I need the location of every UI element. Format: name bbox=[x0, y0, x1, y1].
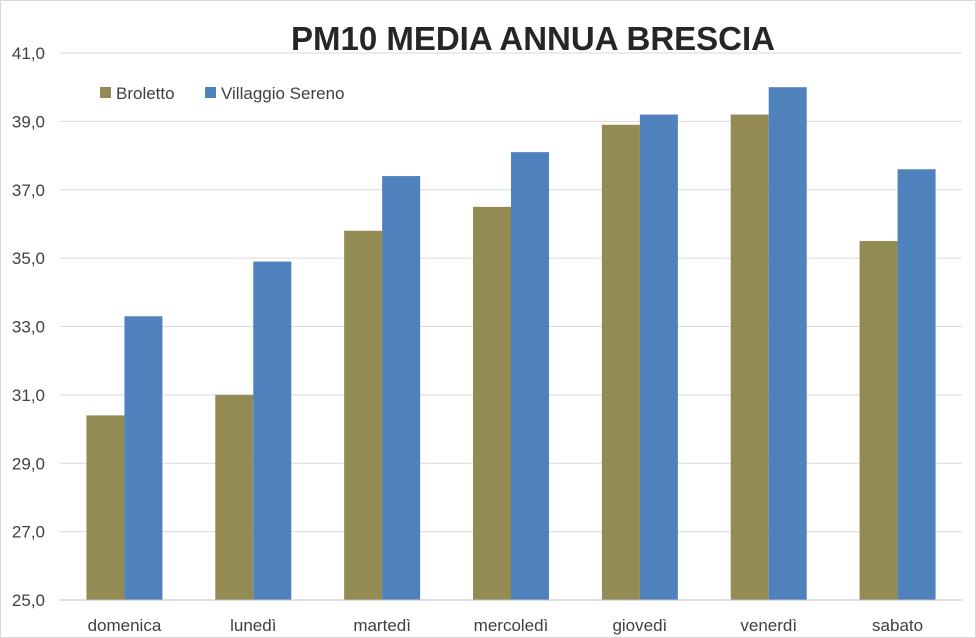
bar-broletto bbox=[601, 124, 640, 600]
x-tick-label: lunedì bbox=[230, 616, 276, 635]
x-tick-label: mercoledì bbox=[474, 616, 549, 635]
bar-broletto bbox=[730, 114, 769, 600]
bar-villaggio-sereno bbox=[253, 261, 292, 600]
y-tick-label: 25,0 bbox=[12, 591, 45, 610]
y-tick-label: 27,0 bbox=[12, 523, 45, 542]
bar-villaggio-sereno bbox=[511, 152, 549, 601]
bar-broletto bbox=[344, 230, 383, 600]
y-tick-label: 29,0 bbox=[12, 454, 45, 473]
y-tick-label: 37,0 bbox=[12, 181, 45, 200]
bar-broletto bbox=[473, 206, 511, 600]
bars bbox=[86, 87, 936, 601]
y-tick-label: 35,0 bbox=[12, 249, 45, 268]
x-tick-label: venerdì bbox=[740, 616, 797, 635]
y-tick-label: 33,0 bbox=[12, 318, 45, 337]
x-tick-label: martedì bbox=[353, 616, 411, 635]
x-tick-label: domenica bbox=[88, 616, 162, 635]
legend-label: Broletto bbox=[116, 84, 175, 103]
legend-swatch bbox=[100, 87, 111, 98]
bar-broletto bbox=[215, 394, 254, 600]
bar-villaggio-sereno bbox=[639, 114, 678, 600]
y-tick-label: 41,0 bbox=[12, 44, 45, 63]
bar-villaggio-sereno bbox=[897, 169, 936, 601]
legend-label: Villaggio Sereno bbox=[221, 84, 345, 103]
legend-swatch bbox=[205, 87, 216, 98]
bar-broletto bbox=[859, 241, 898, 600]
y-axis-tick-labels: 25,0 27,0 29,0 31,0 33,0 35,0 37,0 39,0 41,0 bbox=[12, 44, 45, 610]
x-tick-label: sabato bbox=[872, 616, 923, 635]
bar-villaggio-sereno bbox=[768, 87, 807, 600]
bar-villaggio-sereno bbox=[124, 316, 163, 600]
legend: Broletto Villaggio Sereno bbox=[100, 84, 345, 103]
bar-villaggio-sereno bbox=[382, 176, 421, 600]
bar-broletto bbox=[86, 415, 125, 600]
x-axis-tick-labels: domenica lunedì martedì mercoledì giovedì ven… bbox=[88, 616, 924, 635]
y-tick-label: 31,0 bbox=[12, 386, 45, 405]
y-tick-label: 39,0 bbox=[12, 112, 45, 131]
chart-title: PM10 MEDIA ANNUA BRESCIA bbox=[291, 20, 775, 57]
x-tick-label: giovedì bbox=[612, 616, 667, 635]
